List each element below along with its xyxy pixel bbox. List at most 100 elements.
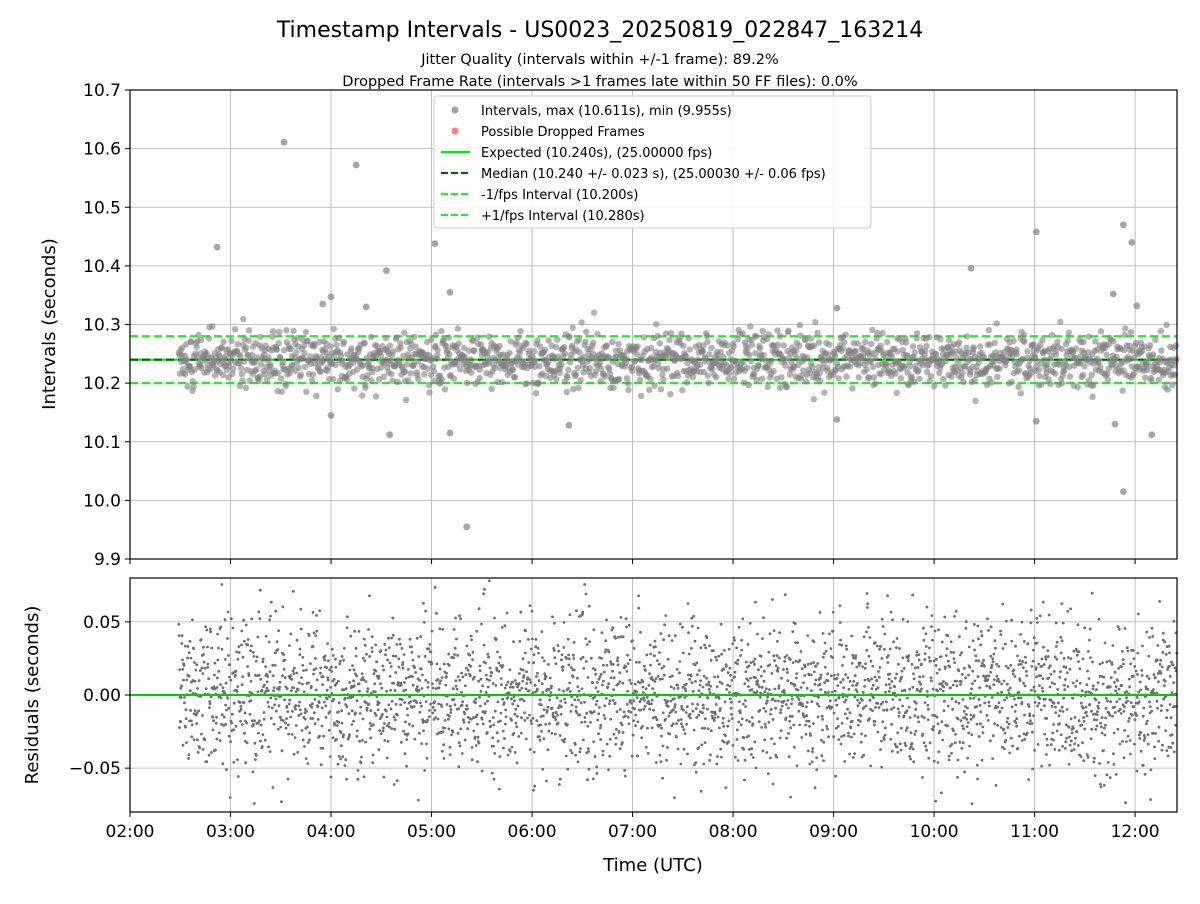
residual-point	[1090, 728, 1093, 731]
residual-point	[959, 683, 962, 686]
residual-point	[277, 728, 280, 731]
interval-point	[243, 385, 249, 391]
residual-point	[1123, 710, 1126, 713]
residual-point	[1046, 738, 1049, 741]
interval-point	[759, 376, 765, 382]
residual-point	[692, 710, 695, 713]
residual-point	[837, 673, 840, 676]
residual-point	[1154, 676, 1157, 679]
residual-point	[1060, 652, 1063, 655]
residual-point	[817, 716, 820, 719]
residual-point	[224, 618, 227, 621]
residual-point	[512, 640, 515, 643]
residual-point	[874, 720, 877, 723]
residual-point	[695, 707, 698, 710]
residual-point	[581, 611, 584, 614]
residual-point	[958, 635, 961, 638]
residual-point	[1054, 656, 1057, 659]
residual-point	[724, 734, 727, 737]
residual-point	[1166, 709, 1169, 712]
residual-point	[1150, 710, 1153, 713]
residual-point	[605, 697, 608, 700]
residual-point	[714, 656, 717, 659]
residual-point	[353, 668, 356, 671]
residual-point	[650, 702, 653, 705]
residual-point	[529, 604, 532, 607]
residual-point	[1040, 665, 1043, 668]
residual-point	[731, 679, 734, 682]
interval-point	[705, 380, 711, 386]
residual-point	[845, 699, 848, 702]
interval-point	[725, 376, 731, 382]
residual-point	[901, 705, 904, 708]
residual-point	[869, 636, 872, 639]
residual-point	[950, 752, 953, 755]
residual-point	[807, 663, 810, 666]
residual-point	[849, 680, 852, 683]
residual-point	[547, 730, 550, 733]
residual-point	[927, 718, 930, 721]
residual-point	[760, 726, 763, 729]
interval-point	[884, 339, 890, 345]
interval-point	[679, 387, 685, 393]
interval-point	[191, 384, 197, 390]
residual-point	[865, 649, 868, 652]
residual-point	[776, 654, 779, 657]
residual-point	[978, 698, 981, 701]
residual-point	[580, 702, 583, 705]
residual-point	[971, 670, 974, 673]
interval-point	[746, 382, 752, 388]
residual-point	[1088, 677, 1091, 680]
residual-point	[1095, 698, 1098, 701]
interval-point	[220, 339, 226, 345]
residual-point	[1085, 706, 1088, 709]
residual-point	[988, 701, 991, 704]
residual-point	[653, 692, 656, 695]
residual-point	[480, 623, 483, 626]
residual-point	[924, 701, 927, 704]
residual-point	[1062, 622, 1065, 625]
residual-point	[883, 648, 886, 651]
residual-point	[748, 665, 751, 668]
residual-point	[402, 730, 405, 733]
residual-point	[656, 659, 659, 662]
residual-point	[778, 684, 781, 687]
residual-point	[457, 675, 460, 678]
residual-point	[557, 644, 560, 647]
residual-point	[847, 732, 850, 735]
residual-point	[616, 656, 619, 659]
residual-point	[1147, 743, 1150, 746]
residual-point	[662, 711, 665, 714]
residual-point	[383, 643, 386, 646]
residual-point	[1017, 663, 1020, 666]
residual-point	[885, 683, 888, 686]
residual-point	[786, 699, 789, 702]
residual-point	[518, 682, 521, 685]
interval-point	[1142, 375, 1148, 381]
residual-point	[771, 598, 774, 601]
residual-point	[295, 672, 298, 675]
interval-point	[931, 383, 937, 389]
residual-point	[1062, 710, 1065, 713]
residual-point	[213, 674, 216, 677]
residual-point	[639, 700, 642, 703]
residual-point	[341, 722, 344, 725]
residual-point	[298, 701, 301, 704]
residual-point	[314, 657, 317, 660]
residual-point	[722, 717, 725, 720]
residual-point	[285, 727, 288, 730]
residual-point	[540, 730, 543, 733]
residual-point	[188, 675, 191, 678]
residual-point	[380, 732, 383, 735]
legend-entry-label: Expected (10.240s), (25.00000 fps)	[481, 146, 712, 161]
interval-point	[594, 331, 600, 337]
interval-point	[843, 373, 849, 379]
residual-point	[1122, 658, 1125, 661]
residual-point	[425, 743, 428, 746]
residual-point	[1088, 703, 1091, 706]
residual-point	[593, 710, 596, 713]
interval-point	[446, 351, 452, 357]
residual-point	[813, 640, 816, 643]
residual-point	[662, 745, 665, 748]
residual-point	[374, 670, 377, 673]
